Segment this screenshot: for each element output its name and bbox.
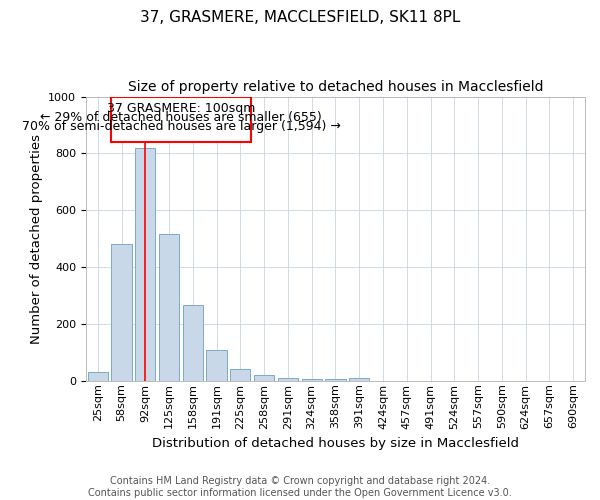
Bar xyxy=(111,96,251,142)
Bar xyxy=(112,244,131,381)
Text: 37, GRASMERE, MACCLESFIELD, SK11 8PL: 37, GRASMERE, MACCLESFIELD, SK11 8PL xyxy=(140,10,460,25)
Bar xyxy=(206,350,227,381)
Bar xyxy=(230,370,250,381)
Bar xyxy=(159,234,179,381)
Y-axis label: Number of detached properties: Number of detached properties xyxy=(29,134,43,344)
Bar xyxy=(135,148,155,381)
Bar xyxy=(278,378,298,381)
Text: Contains HM Land Registry data © Crown copyright and database right 2024.
Contai: Contains HM Land Registry data © Crown c… xyxy=(88,476,512,498)
Title: Size of property relative to detached houses in Macclesfield: Size of property relative to detached ho… xyxy=(128,80,543,94)
Text: 37 GRASMERE: 100sqm: 37 GRASMERE: 100sqm xyxy=(107,102,255,115)
Text: 70% of semi-detached houses are larger (1,594) →: 70% of semi-detached houses are larger (… xyxy=(22,120,340,134)
Bar xyxy=(183,306,203,381)
Bar xyxy=(88,372,108,381)
Text: ← 29% of detached houses are smaller (655): ← 29% of detached houses are smaller (65… xyxy=(40,112,322,124)
Bar xyxy=(325,380,346,381)
Bar xyxy=(349,378,370,381)
Bar xyxy=(254,375,274,381)
X-axis label: Distribution of detached houses by size in Macclesfield: Distribution of detached houses by size … xyxy=(152,437,519,450)
Bar xyxy=(302,380,322,381)
